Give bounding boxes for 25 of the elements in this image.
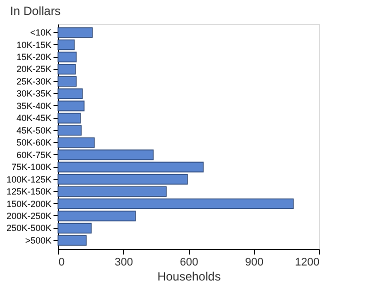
y-tick-label: 50K-60K <box>16 138 52 148</box>
y-tick-label: 200K-250K <box>6 210 52 221</box>
y-tick-label: >500K <box>25 235 52 246</box>
y-tick-label: <10K <box>30 28 52 38</box>
y-tick-label: 150K-200K <box>6 198 52 209</box>
y-axis-title: In Dollars <box>10 4 61 18</box>
y-tick-label: 10K-15K <box>16 40 52 50</box>
x-tick-label: 1200 <box>295 256 320 268</box>
y-tick-label: 20K-25K <box>16 64 52 74</box>
x-tick-label: 600 <box>180 256 198 268</box>
y-tick-label: 30K-35K <box>16 88 52 99</box>
x-tick-label: 900 <box>245 256 264 268</box>
x-axis-title: Households <box>157 270 221 284</box>
y-tick-label: 35K-40K <box>16 100 52 111</box>
y-tick-label: 45K-50K <box>16 125 52 136</box>
y-tick-label: 250K-500K <box>6 223 52 234</box>
y-tick-label: 100K-125K <box>6 174 52 184</box>
y-tick-label: 60K-75K <box>16 150 52 160</box>
x-tick-label: 0 <box>58 256 65 268</box>
y-tick-label: 75K-100K <box>11 162 52 172</box>
y-tick-label: 40K-45K <box>16 113 52 124</box>
y-tick-label: 15K-20K <box>16 52 52 62</box>
x-tick-label: 300 <box>114 256 133 268</box>
y-tick-label: 125K-150K <box>6 186 52 197</box>
y-tick-label: 25K-30K <box>16 76 52 86</box>
